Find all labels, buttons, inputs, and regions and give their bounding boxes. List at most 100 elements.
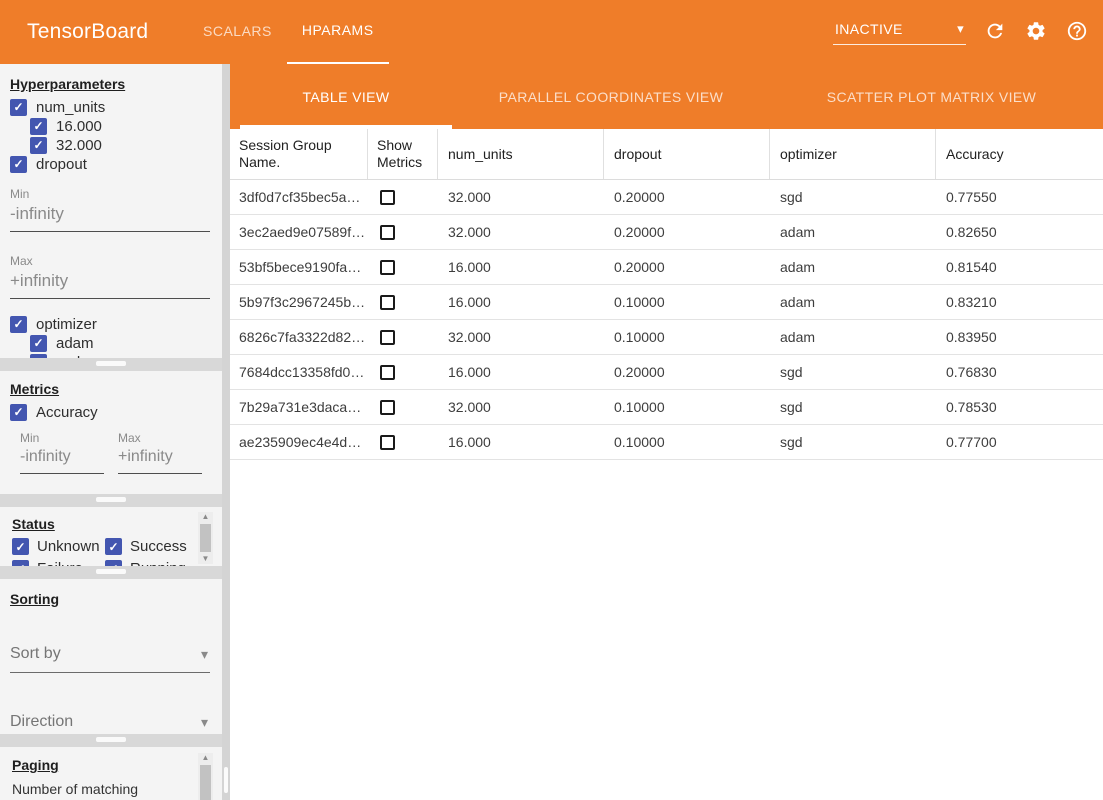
show-metrics-checkbox[interactable] xyxy=(380,259,395,275)
table-row: 6826c7fa3322d82… 32.000 0.10000 adam 0.8… xyxy=(230,320,1103,355)
hp-min-input[interactable]: -infinity xyxy=(10,201,210,232)
status-failure-checkbox[interactable]: ✓ Failure xyxy=(12,560,105,566)
checked-checkbox-icon[interactable]: ✓ xyxy=(12,538,29,555)
show-metrics-checkbox[interactable] xyxy=(380,434,395,450)
pane-resize-handle[interactable] xyxy=(96,737,126,742)
scroll-up-icon[interactable]: ▲ xyxy=(201,512,210,521)
metric-min-input[interactable]: -infinity xyxy=(20,445,104,474)
checkbox-label: Accuracy xyxy=(36,403,98,421)
hp-num-units-checkbox[interactable]: ✓ num_units xyxy=(10,98,212,116)
checked-checkbox-icon[interactable]: ✓ xyxy=(30,334,47,352)
session-group-name-cell: 7684dcc13358fd0… xyxy=(239,364,365,380)
splitter-handle[interactable] xyxy=(224,767,228,793)
status-success-checkbox[interactable]: ✓ Success xyxy=(105,538,187,555)
show-metrics-checkbox[interactable] xyxy=(380,364,395,380)
hp-dropout-checkbox[interactable]: ✓ dropout xyxy=(10,155,212,173)
show-metrics-cell xyxy=(368,250,438,284)
show-metrics-cell xyxy=(368,355,438,389)
accuracy-cell: 0.83210 xyxy=(946,294,997,310)
sidebar-splitter[interactable] xyxy=(222,64,230,800)
check-icon: ✓ xyxy=(13,317,24,331)
table-row: 53bf5bece9190fa… 16.000 0.20000 adam 0.8… xyxy=(230,250,1103,285)
checkbox-label: Running xyxy=(130,560,186,566)
tab-hparams[interactable]: HPARAMS xyxy=(286,0,389,64)
settings-button[interactable] xyxy=(1024,20,1048,44)
hp-optimizer-sgd-checkbox[interactable]: ✓ sgd xyxy=(30,353,212,358)
checkbox-label: 32.000 xyxy=(56,136,102,154)
show-metrics-checkbox[interactable] xyxy=(380,224,395,240)
hparams-sidebar: Hyperparameters ✓ num_units ✓ 16.000 ✓ 3… xyxy=(0,64,222,800)
scrollbar-thumb[interactable] xyxy=(200,765,211,800)
col-session-group-name: Session Group Name. xyxy=(230,129,368,179)
show-metrics-checkbox[interactable] xyxy=(380,399,395,415)
show-metrics-checkbox[interactable] xyxy=(380,294,395,310)
pane-resize-handle[interactable] xyxy=(96,361,126,366)
tab-table-view[interactable]: TABLE VIEW xyxy=(230,64,462,129)
refresh-icon xyxy=(984,20,1006,45)
metric-max-field: Max +infinity xyxy=(118,431,202,474)
checkbox-label: optimizer xyxy=(36,315,97,333)
check-icon: ✓ xyxy=(13,157,24,171)
metric-max-input[interactable]: +infinity xyxy=(118,445,202,474)
checked-checkbox-icon[interactable]: ✓ xyxy=(105,560,122,566)
scroll-down-icon[interactable]: ▼ xyxy=(201,554,210,563)
show-metrics-cell xyxy=(368,180,438,214)
min-label: Min xyxy=(20,431,40,445)
sorting-heading: Sorting xyxy=(10,591,59,607)
status-unknown-checkbox[interactable]: ✓ Unknown xyxy=(12,538,105,555)
hp-max-input[interactable]: +infinity xyxy=(10,268,210,299)
checked-checkbox-icon[interactable]: ✓ xyxy=(10,315,27,333)
metrics-heading: Metrics xyxy=(10,381,60,397)
check-icon: ✓ xyxy=(108,539,119,554)
checked-checkbox-icon[interactable]: ✓ xyxy=(105,538,122,555)
accuracy-cell: 0.76830 xyxy=(946,364,997,380)
inactive-dropdown[interactable]: INACTIVE ▾ xyxy=(833,19,966,45)
accuracy-cell: 0.77550 xyxy=(946,189,997,205)
optimizer-cell: sgd xyxy=(780,364,803,380)
checked-checkbox-icon[interactable]: ✓ xyxy=(30,353,47,358)
num-units-cell: 16.000 xyxy=(448,294,491,310)
checked-checkbox-icon[interactable]: ✓ xyxy=(10,98,27,116)
check-icon: ✓ xyxy=(33,138,44,152)
refresh-button[interactable] xyxy=(983,20,1007,44)
show-metrics-checkbox[interactable] xyxy=(380,329,395,345)
tab-scatter-plot-matrix-view[interactable]: SCATTER PLOT MATRIX VIEW xyxy=(826,88,1037,105)
accuracy-cell: 0.82650 xyxy=(946,224,997,240)
metric-min-field: Min -infinity xyxy=(20,431,104,474)
check-icon: ✓ xyxy=(33,355,43,358)
optimizer-cell: adam xyxy=(780,224,816,240)
scroll-up-icon[interactable]: ▲ xyxy=(201,753,210,762)
tab-parallel-coordinates-view[interactable]: PARALLEL COORDINATES VIEW xyxy=(498,88,724,105)
checked-checkbox-icon[interactable]: ✓ xyxy=(12,560,29,566)
status-running-checkbox[interactable]: ✓ Running xyxy=(105,560,186,566)
status-row: ✓ Unknown ✓ Success xyxy=(12,538,210,555)
help-button[interactable] xyxy=(1065,20,1089,44)
checked-checkbox-icon[interactable]: ✓ xyxy=(30,117,47,135)
paging-scrollbar[interactable]: ▲ xyxy=(198,753,213,800)
hp-num-units-32-checkbox[interactable]: ✓ 32.000 xyxy=(30,136,212,154)
table-row: 7684dcc13358fd0… 16.000 0.20000 sgd 0.76… xyxy=(230,355,1103,390)
hp-optimizer-block: ✓ optimizer ✓ adam ✓ sgd xyxy=(10,315,212,358)
col-num-units: num_units xyxy=(438,129,604,179)
pane-resize-handle[interactable] xyxy=(96,569,126,574)
status-scrollbar[interactable]: ▲ ▼ xyxy=(198,512,213,564)
gear-icon xyxy=(1025,20,1047,45)
hp-num-units-16-checkbox[interactable]: ✓ 16.000 xyxy=(30,117,212,135)
dropout-cell: 0.10000 xyxy=(614,329,665,345)
dropout-cell: 0.20000 xyxy=(614,224,665,240)
checked-checkbox-icon[interactable]: ✓ xyxy=(30,136,47,154)
scrollbar-thumb[interactable] xyxy=(200,524,211,552)
hp-optimizer-checkbox[interactable]: ✓ optimizer xyxy=(10,315,212,333)
show-metrics-checkbox[interactable] xyxy=(380,189,395,205)
paging-pane: Paging Number of matching session groups… xyxy=(0,747,222,800)
sort-by-select[interactable]: Sort by ▾ xyxy=(10,641,210,673)
session-group-name-cell: 5b97f3c2967245b… xyxy=(239,294,366,310)
checked-checkbox-icon[interactable]: ✓ xyxy=(10,155,27,173)
checked-checkbox-icon[interactable]: ✓ xyxy=(10,403,27,421)
tab-scalars[interactable]: SCALARS xyxy=(203,23,272,39)
metric-accuracy-checkbox[interactable]: ✓ Accuracy xyxy=(10,403,212,421)
hp-optimizer-adam-checkbox[interactable]: ✓ adam xyxy=(30,334,212,352)
num-units-cell: 32.000 xyxy=(448,224,491,240)
pane-resize-handle[interactable] xyxy=(96,497,126,502)
direction-select[interactable]: Direction ▾ xyxy=(10,709,210,734)
